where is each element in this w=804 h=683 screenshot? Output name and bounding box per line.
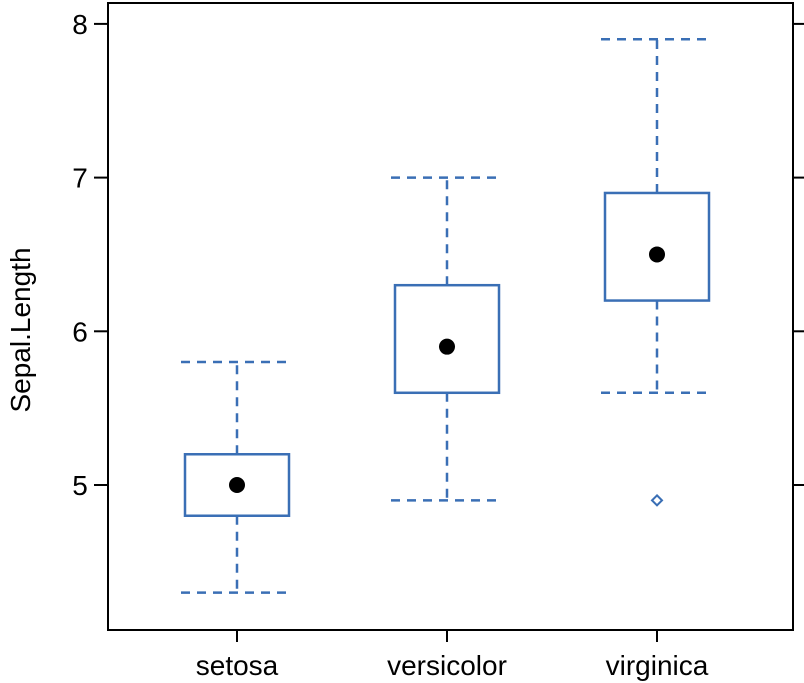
- box-series: [181, 38, 713, 594]
- y-axis: 5 6 7 8: [72, 9, 804, 501]
- iqr-box: [183, 453, 291, 517]
- y-tick-label: 7: [72, 163, 88, 194]
- box-virginica: [601, 38, 713, 507]
- x-tick-label: virginica: [606, 650, 709, 681]
- box-versicolor: [391, 176, 503, 502]
- y-tick-label: 8: [72, 9, 88, 40]
- median-dot: [229, 477, 245, 493]
- plot-frame: [107, 2, 794, 631]
- y-tick-label: 5: [72, 470, 88, 501]
- y-tick-label: 6: [72, 316, 88, 347]
- median-dot: [649, 246, 665, 263]
- y-axis-title: Sepal.Length: [5, 247, 36, 412]
- outlier-point: [650, 493, 664, 507]
- median-dot: [439, 338, 455, 355]
- x-axis: setosa versicolor virginica: [196, 630, 709, 681]
- x-tick-label: setosa: [196, 650, 279, 681]
- x-tick-label: versicolor: [387, 650, 507, 681]
- box-setosa: [181, 360, 293, 594]
